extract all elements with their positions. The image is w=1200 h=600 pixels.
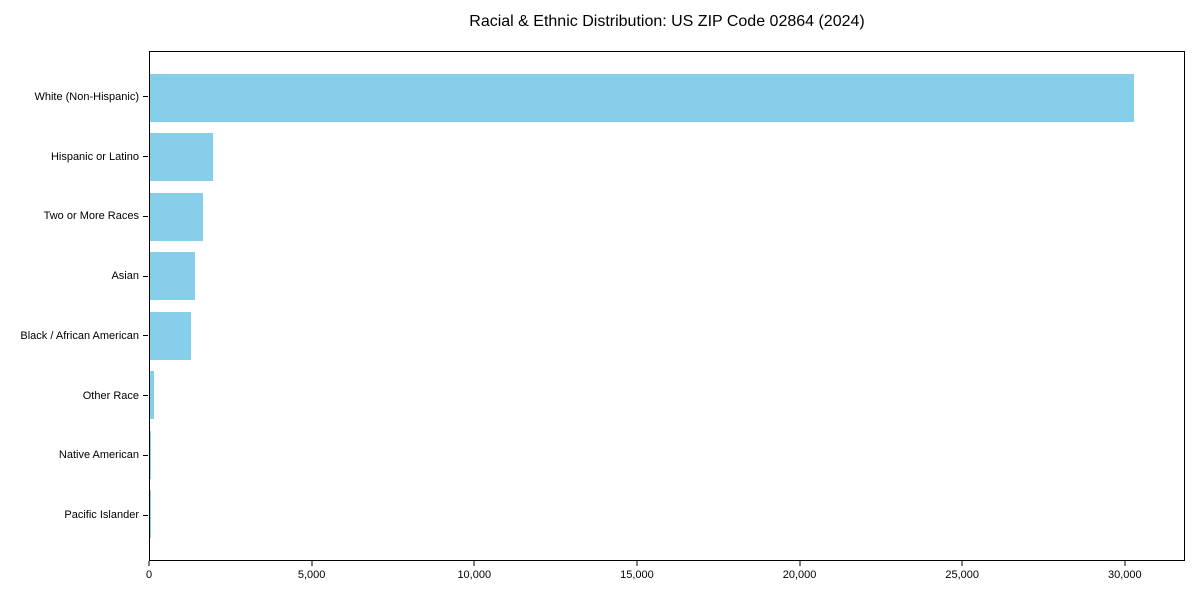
- y-label-row-other-race: Other Race: [0, 366, 148, 426]
- x-tick-mark: [961, 561, 963, 566]
- x-tick-mark: [1124, 561, 1126, 566]
- y-tick-mark: [143, 514, 148, 516]
- y-label-white-non-hispanic: White (Non-Hispanic): [34, 90, 139, 103]
- bar-row-hispanic-or-latino: [150, 128, 1184, 188]
- y-label-asian: Asian: [111, 270, 139, 283]
- x-tick-mark: [799, 561, 801, 566]
- plot-area: [149, 51, 1185, 561]
- y-label-hispanic-or-latino: Hispanic or Latino: [50, 150, 139, 163]
- x-axis-ticks: 0 5,000 10,000 15,000 20,000 25,000 30,000: [145, 561, 1185, 591]
- bar-asian: [150, 252, 196, 301]
- x-tick-mark: [473, 561, 475, 566]
- bar-row-native-american: [150, 425, 1184, 485]
- y-label-black-african-american: Black / African American: [20, 329, 139, 342]
- bar-black-african-american: [150, 311, 191, 360]
- bar-native-american: [150, 430, 151, 479]
- y-label-row-white-non-hispanic: White (Non-Hispanic): [0, 67, 148, 127]
- x-tick-mark: [311, 561, 313, 566]
- y-label-other-race: Other Race: [82, 389, 139, 402]
- x-tick-mark: [636, 561, 638, 566]
- bar-row-pacific-islander: [150, 485, 1184, 545]
- bar-row-black-african-american: [150, 306, 1184, 366]
- bar-hispanic-or-latino: [150, 133, 214, 182]
- bar-row-other-race: [150, 366, 1184, 426]
- chart-title: Racial & Ethnic Distribution: US ZIP Cod…: [469, 13, 865, 30]
- x-tick-label-30000: 30,000: [1107, 569, 1142, 581]
- x-tick-mark: [148, 561, 150, 566]
- y-label-row-black-african-american: Black / African American: [0, 306, 148, 366]
- y-label-row-native-american: Native American: [0, 426, 148, 486]
- x-tick-label-5000: 5,000: [297, 569, 326, 581]
- y-tick-mark: [143, 454, 148, 456]
- y-label-row-pacific-islander: Pacific Islander: [0, 485, 148, 545]
- y-tick-mark: [143, 96, 148, 98]
- y-label-row-hispanic-or-latino: Hispanic or Latino: [0, 127, 148, 187]
- y-tick-mark: [143, 395, 148, 397]
- bar-two-or-more-races: [150, 192, 204, 241]
- y-label-row-two-or-more-races: Two or More Races: [0, 187, 148, 247]
- y-label-pacific-islander: Pacific Islander: [64, 509, 139, 522]
- y-label-native-american: Native American: [58, 449, 139, 462]
- bar-other-race: [150, 371, 154, 420]
- y-tick-mark: [143, 156, 148, 158]
- y-label-row-asian: Asian: [0, 246, 148, 306]
- bar-row-two-or-more-races: [150, 187, 1184, 247]
- bar-row-white-non-hispanic: [150, 68, 1184, 128]
- x-tick-label-15000: 15,000: [620, 569, 654, 581]
- y-tick-mark: [143, 275, 148, 277]
- bars-area: [150, 52, 1184, 560]
- y-tick-mark: [143, 215, 148, 217]
- x-tick-label-10000: 10,000: [457, 569, 492, 581]
- y-axis-labels: White (Non-Hispanic) Hispanic or Latino Tw…: [0, 51, 148, 561]
- x-tick-label-25000: 25,000: [945, 569, 979, 581]
- y-tick-mark: [143, 335, 148, 337]
- x-tick-label-0: 0: [145, 569, 153, 581]
- bar-white-non-hispanic: [150, 73, 1134, 122]
- bar-row-asian: [150, 247, 1184, 307]
- y-label-two-or-more-races: Two or More Races: [43, 210, 139, 223]
- x-tick-label-20000: 20,000: [782, 569, 817, 581]
